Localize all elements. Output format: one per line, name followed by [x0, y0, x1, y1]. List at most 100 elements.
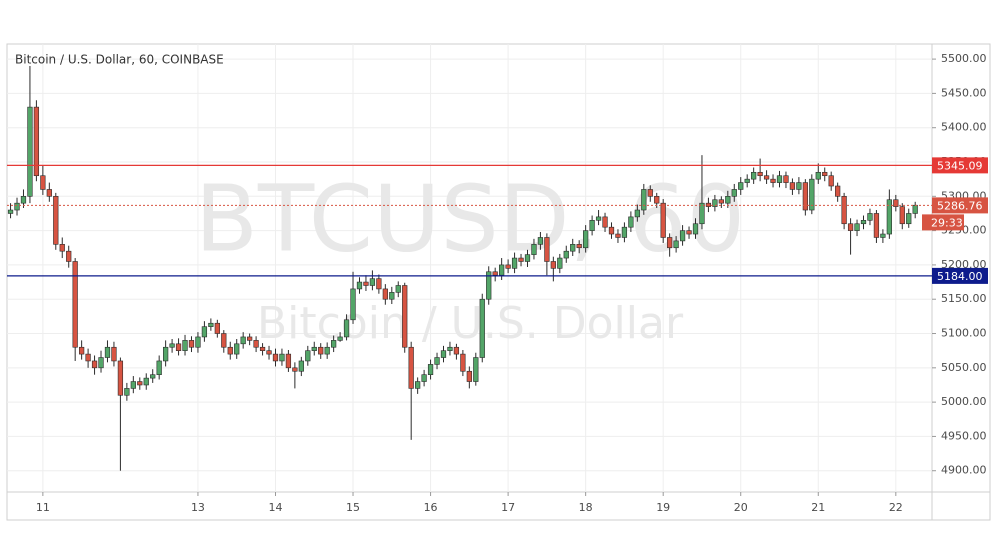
candle-body [518, 257, 524, 262]
x-tick-label: 16 [424, 501, 438, 514]
candle-body [815, 171, 821, 180]
price-label-box [932, 197, 988, 214]
candle-body [725, 196, 731, 204]
candle-body [867, 213, 873, 221]
candle-body [208, 322, 214, 327]
candle-body [440, 350, 447, 358]
watermark-name: Bitcoin / U.S. Dollar [257, 298, 684, 349]
candle-body [79, 346, 85, 355]
candle-body [20, 196, 27, 204]
candle-body [201, 326, 208, 338]
candle-body [369, 278, 376, 286]
candle-body [796, 182, 802, 190]
price-label-box [932, 157, 988, 174]
y-tick-label: 5150.00 [941, 292, 987, 305]
candle-body [667, 237, 673, 249]
y-tick-label: 5050.00 [941, 361, 987, 374]
candle-body [511, 257, 518, 269]
candle-body [33, 106, 40, 177]
candle-body [14, 202, 20, 211]
candle-body [298, 360, 304, 372]
candle-body [234, 343, 240, 355]
candle-body [156, 360, 162, 375]
candle-body [492, 271, 498, 276]
candle-body [337, 336, 343, 341]
candle-body [137, 381, 143, 386]
candle-body [331, 340, 337, 348]
candle-body [602, 216, 608, 228]
x-tick-label: 19 [656, 501, 670, 514]
y-tick-label: 5450.00 [941, 86, 987, 99]
candle-body [893, 199, 899, 207]
candle-body [712, 199, 718, 207]
x-tick-label: 11 [36, 501, 50, 514]
candle-body [524, 254, 531, 262]
x-tick-label: 18 [579, 501, 593, 514]
candle-body [91, 360, 98, 369]
countdown-box [922, 214, 964, 231]
candle-body [570, 244, 576, 252]
candle-body [150, 374, 156, 379]
candle-body [731, 189, 737, 197]
candle-body [880, 233, 886, 238]
y-tick-label: 5500.00 [941, 52, 987, 65]
candle-body [757, 171, 763, 177]
price-label-box [932, 267, 988, 284]
candle-body [363, 281, 369, 286]
candle-body [395, 285, 401, 293]
candle-body [860, 220, 867, 225]
candle-body [143, 377, 149, 386]
candle-body [473, 357, 479, 382]
candle-body [835, 185, 841, 197]
candle-body [751, 171, 757, 180]
candle-body [227, 346, 233, 355]
candle-body [117, 360, 124, 396]
x-tick-label: 13 [191, 501, 205, 514]
candle-body [899, 206, 905, 225]
candle-body [169, 343, 175, 348]
candle-body [809, 178, 815, 211]
candle-body [292, 367, 298, 372]
countdown: 29:33 [931, 216, 963, 229]
candle-body [770, 178, 776, 183]
candle-body [679, 230, 686, 242]
candle-body [46, 189, 52, 197]
candle-body [647, 189, 653, 197]
candle-body [382, 288, 388, 300]
candle-body [822, 171, 828, 177]
candle-body [479, 298, 485, 358]
candle-body [544, 237, 550, 262]
x-tick-label: 21 [811, 501, 825, 514]
x-tick-label: 22 [889, 501, 903, 514]
x-tick-label: 17 [501, 501, 515, 514]
candle-body [247, 336, 253, 341]
candle-body [163, 346, 169, 362]
candle-body [7, 209, 14, 214]
candle-body [402, 285, 408, 348]
candle-body [854, 223, 860, 231]
candle-body [72, 261, 78, 348]
x-tick-label: 15 [346, 501, 360, 514]
candle-body [285, 353, 292, 369]
candle-body [628, 216, 634, 228]
x-tick-label: 20 [734, 501, 748, 514]
candle-body [789, 182, 796, 190]
price-label: 5286.76 [937, 199, 983, 212]
watermark-symbol: BTCUSD, 60 [195, 165, 745, 272]
x-tick-label: 14 [268, 501, 282, 514]
candle-body [195, 336, 201, 348]
candle-body [221, 333, 227, 348]
candle-body [408, 346, 414, 389]
candle-body [40, 175, 46, 190]
candle-body [615, 233, 621, 238]
candle-body [111, 346, 117, 362]
candle-body [98, 357, 104, 369]
candle-body [705, 202, 712, 207]
y-tick-label: 4950.00 [941, 429, 987, 442]
candle-body [427, 364, 434, 375]
candle-body [499, 264, 505, 276]
chart-title: Bitcoin / U.S. Dollar, 60, COINBASE [15, 53, 224, 67]
candle-body [783, 175, 789, 183]
